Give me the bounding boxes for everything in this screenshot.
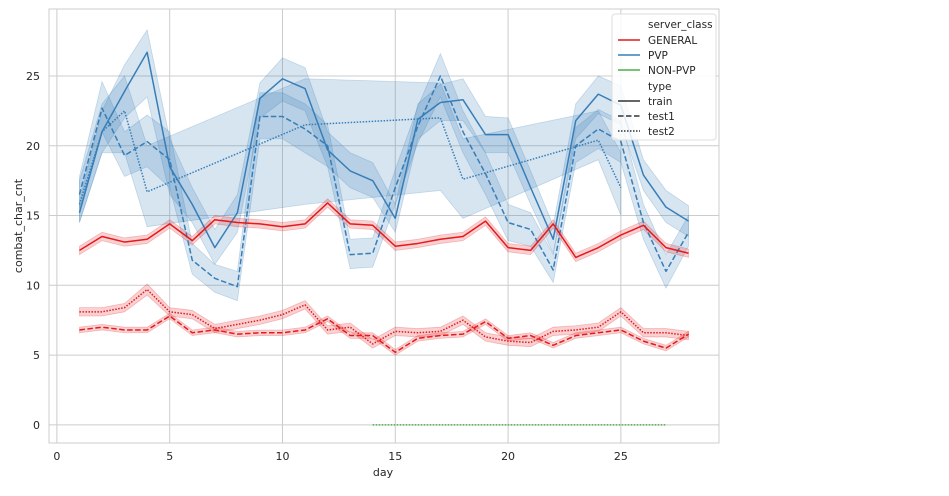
y-tick-label: 15	[26, 210, 40, 223]
x-axis-ticks: 0 5 10 15 20 25	[53, 450, 627, 463]
legend-label-pvp: PVP	[648, 50, 668, 62]
legend-style-title: type	[648, 81, 671, 93]
x-tick-label: 5	[166, 450, 173, 463]
legend-hue-title: server_class	[648, 19, 713, 31]
legend-label-general: GENERAL	[648, 35, 697, 47]
ci-band-general-train	[79, 198, 689, 263]
legend-label-train: train	[648, 96, 672, 108]
x-tick-label: 25	[614, 450, 628, 463]
y-axis-ticks: 0 5 10 15 20 25	[26, 70, 40, 432]
series-line-general-test2	[79, 288, 689, 345]
ci-band-pvp-test2	[79, 75, 622, 228]
y-tick-label: 25	[26, 70, 40, 83]
x-axis-label: day	[373, 466, 394, 479]
series-line-general-train	[79, 202, 689, 259]
ci-band-general-test1	[79, 312, 689, 356]
series-line-pvp-test2	[78, 110, 622, 205]
legend-label-non-pvp: NON-PVP	[648, 65, 696, 77]
y-tick-label: 0	[33, 419, 40, 432]
x-tick-label: 0	[53, 450, 60, 463]
legend-label-test1: test1	[648, 111, 675, 123]
series-line-pvp-test1	[78, 75, 690, 288]
series-line-pvp-train	[78, 51, 689, 249]
series-lines	[78, 51, 690, 426]
x-tick-label: 20	[501, 450, 515, 463]
legend-box	[611, 13, 717, 141]
x-tick-label: 10	[275, 450, 289, 463]
y-tick-label: 5	[33, 349, 40, 362]
y-axis-label: combat_char_cnt	[12, 178, 25, 273]
ci-band-pvp-train	[79, 28, 689, 266]
legend-label-test2: test2	[648, 126, 675, 138]
x-tick-label: 15	[388, 450, 402, 463]
series-line-general-test1	[79, 315, 689, 354]
plot-area	[48, 8, 720, 444]
legend: server_class GENERAL PVP NON-PVP type tr…	[611, 13, 717, 141]
y-tick-label: 20	[26, 140, 40, 153]
ci-band-general-test2	[79, 283, 689, 349]
y-tick-label: 10	[26, 279, 40, 292]
